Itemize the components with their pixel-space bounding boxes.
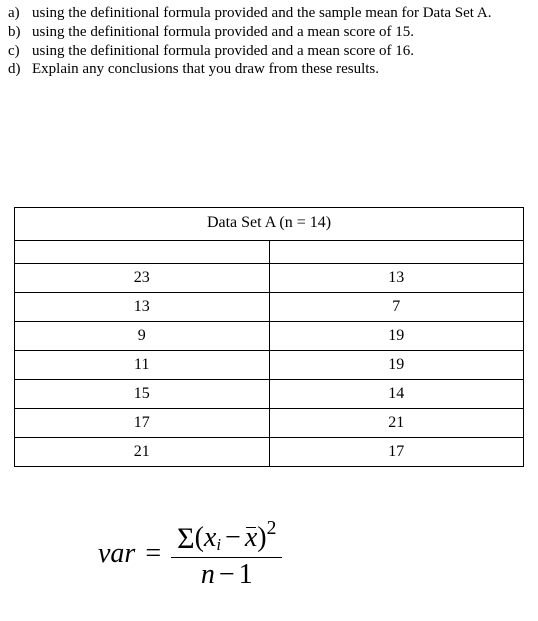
data-table: Data Set A (n = 14) 23 13 13 7 9 19 11 1… — [14, 207, 524, 467]
table-cell: 19 — [269, 351, 524, 380]
formula-lhs: var — [98, 538, 145, 570]
table-cell: 19 — [269, 322, 524, 351]
table-row: 23 13 — [15, 264, 524, 293]
data-table-wrap: Data Set A (n = 14) 23 13 13 7 9 19 11 1… — [14, 207, 524, 467]
squared: 2 — [267, 518, 277, 539]
table-row: 11 19 — [15, 351, 524, 380]
table-cell: 13 — [15, 293, 270, 322]
table-cell: 15 — [15, 380, 270, 409]
table-empty-row — [15, 241, 524, 264]
table-cell-empty — [15, 241, 270, 264]
question-text: using the definitional formula provided … — [32, 4, 530, 23]
close-paren: ) — [257, 522, 266, 553]
table-row: 15 14 — [15, 380, 524, 409]
x-bar: x — [245, 524, 257, 552]
den-n: n — [201, 559, 215, 590]
question-item: c) using the definitional formula provid… — [8, 42, 530, 61]
table-cell: 13 — [269, 264, 524, 293]
question-label: b) — [8, 23, 32, 42]
table-cell: 23 — [15, 264, 270, 293]
table-cell: 21 — [15, 438, 270, 467]
question-item: d) Explain any conclusions that you draw… — [8, 60, 530, 79]
table-cell: 11 — [15, 351, 270, 380]
formula-denominator: n−1 — [171, 557, 282, 589]
table-cell: 9 — [15, 322, 270, 351]
sigma-symbol: Σ — [177, 522, 194, 555]
table-cell: 21 — [269, 409, 524, 438]
den-one: 1 — [239, 559, 253, 590]
formula-fraction: Σ(xi−x)2 n−1 — [171, 519, 282, 589]
question-item: a) using the definitional formula provid… — [8, 4, 530, 23]
question-label: c) — [8, 42, 32, 61]
table-cell: 17 — [269, 438, 524, 467]
table-row: 9 19 — [15, 322, 524, 351]
table-cell: 14 — [269, 380, 524, 409]
question-label: a) — [8, 4, 32, 23]
question-text: using the definitional formula provided … — [32, 42, 530, 61]
question-item: b) using the definitional formula provid… — [8, 23, 530, 42]
open-paren: ( — [195, 522, 204, 553]
table-title: Data Set A (n = 14) — [15, 208, 524, 241]
den-minus: − — [215, 559, 239, 590]
formula-numerator: Σ(xi−x)2 — [171, 519, 282, 557]
minus-sign: − — [221, 522, 245, 553]
table-cell: 7 — [269, 293, 524, 322]
page-root: a) using the definitional formula provid… — [0, 4, 538, 589]
table-row: 21 17 — [15, 438, 524, 467]
variance-formula: var = Σ(xi−x)2 n−1 — [8, 519, 530, 589]
table-title-row: Data Set A (n = 14) — [15, 208, 524, 241]
question-text: Explain any conclusions that you draw fr… — [32, 60, 530, 79]
x-i: xi — [204, 522, 221, 553]
question-label: d) — [8, 60, 32, 79]
table-cell: 17 — [15, 409, 270, 438]
table-row: 13 7 — [15, 293, 524, 322]
question-list: a) using the definitional formula provid… — [8, 4, 530, 79]
table-row: 17 21 — [15, 409, 524, 438]
equals-sign: = — [145, 538, 171, 570]
table-cell-empty — [269, 241, 524, 264]
question-text: using the definitional formula provided … — [32, 23, 530, 42]
